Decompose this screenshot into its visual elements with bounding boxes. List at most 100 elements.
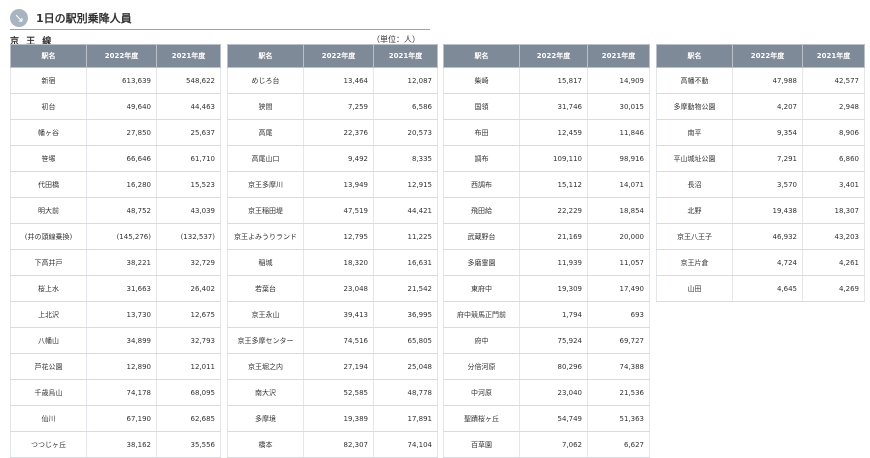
- ridership-2021: 2,948: [802, 93, 865, 120]
- ridership-2022: 13,949: [303, 171, 374, 198]
- station-name: 平山城址公園: [656, 145, 733, 172]
- table-row: 南平 9,354 8,906: [656, 119, 865, 146]
- arrow-down-right-icon: ↘: [10, 9, 28, 27]
- ridership-2021: 8,335: [373, 145, 438, 172]
- ridership-2021: 12,087: [373, 67, 438, 94]
- table-row: 八幡山 34,899 32,793: [10, 327, 221, 354]
- station-name: 仙川: [10, 405, 87, 432]
- table-row: 山田 4,645 4,269: [656, 275, 865, 302]
- ridership-2021: 11,225: [373, 223, 438, 250]
- ridership-2021: 3,401: [802, 171, 865, 198]
- ridership-2022: 80,296: [519, 353, 588, 380]
- ridership-2022: 74,516: [303, 327, 374, 354]
- station-name: 京王多摩川: [227, 171, 304, 198]
- station-name: 京王片倉: [656, 249, 733, 276]
- column-header: 2022年度: [303, 44, 374, 68]
- ridership-2022: 9,354: [732, 119, 803, 146]
- station-name: 百草園: [443, 431, 520, 458]
- station-name: 高尾山口: [227, 145, 304, 172]
- table-row: 京王堀之内 27,194 25,048: [227, 353, 438, 380]
- station-name: 布田: [443, 119, 520, 146]
- station-name: 稲城: [227, 249, 304, 276]
- station-name: 京王永山: [227, 301, 304, 328]
- ridership-2021: 18,307: [802, 197, 865, 224]
- table-row: 平山城址公園 7,291 6,860: [656, 145, 865, 172]
- ridership-2021: 35,556: [156, 431, 221, 458]
- table-row: 芦花公園 12,890 12,011: [10, 353, 221, 380]
- station-name: 多摩境: [227, 405, 304, 432]
- column-header: 2021年度: [802, 44, 865, 68]
- column-header: 駅名: [656, 44, 733, 68]
- ridership-2021: 14,909: [587, 67, 650, 94]
- ridership-2022: 12,459: [519, 119, 588, 146]
- ridership-2022: 27,850: [86, 119, 157, 146]
- ridership-2021: 20,000: [587, 223, 650, 250]
- station-name: 高幡不動: [656, 67, 733, 94]
- ridership-2021: 32,793: [156, 327, 221, 354]
- station-name: 京王稲田堤: [227, 197, 304, 224]
- table-row: 多磨霊園 11,939 11,057: [443, 249, 650, 276]
- station-name: 多摩動物公園: [656, 93, 733, 120]
- ridership-2021: 8,906: [802, 119, 865, 146]
- table-row: 橋本 82,307 74,104: [227, 431, 438, 458]
- ridership-2021: 11,057: [587, 249, 650, 276]
- station-name: 八幡山: [10, 327, 87, 354]
- ridership-2022: 75,924: [519, 327, 588, 354]
- ridership-2021: 12,675: [156, 301, 221, 328]
- ridership-2022: 34,899: [86, 327, 157, 354]
- ridership-2022: 27,194: [303, 353, 374, 380]
- ridership-2022: 9,492: [303, 145, 374, 172]
- table-row: つつじヶ丘 38,162 35,556: [10, 431, 221, 458]
- ridership-2022: 19,389: [303, 405, 374, 432]
- table-row: 新宿 613,639 548,622: [10, 67, 221, 94]
- ridership-2021: 16,631: [373, 249, 438, 276]
- table-row: 京王永山 39,413 36,995: [227, 301, 438, 328]
- ridership-table-1: 駅名 2022年度 2021年度 新宿 613,639 548,622 初台 49,640 44…: [10, 44, 221, 458]
- column-header: 2021年度: [156, 44, 221, 68]
- header-divider: [10, 29, 430, 30]
- station-name: 東府中: [443, 275, 520, 302]
- ridership-2021: 43,039: [156, 197, 221, 224]
- ridership-2021: 14,071: [587, 171, 650, 198]
- ridership-2022: 31,746: [519, 93, 588, 120]
- table-row: 千歳烏山 74,178 68,095: [10, 379, 221, 406]
- table-row: 京王多摩センター 74,516 65,805: [227, 327, 438, 354]
- ridership-2022: 38,162: [86, 431, 157, 458]
- ridership-table-3: 駅名 2022年度 2021年度 柴崎 15,817 14,909 国領 31,746 30,0…: [443, 44, 650, 458]
- station-name: 京王よみうりランド: [227, 223, 304, 250]
- ridership-2022: 1,794: [519, 301, 588, 328]
- page-title: 1日の駅別乗降人員: [36, 12, 132, 25]
- station-name: 橋本: [227, 431, 304, 458]
- ridership-2022: 48,752: [86, 197, 157, 224]
- ridership-2022: 18,320: [303, 249, 374, 276]
- station-name: 南平: [656, 119, 733, 146]
- ridership-2022: 47,988: [732, 67, 803, 94]
- ridership-2022: (145,276): [86, 223, 157, 250]
- station-name: 京王堀之内: [227, 353, 304, 380]
- ridership-2022: 109,110: [519, 145, 588, 172]
- station-name: 飛田給: [443, 197, 520, 224]
- ridership-2022: 13,464: [303, 67, 374, 94]
- station-name: 幡ヶ谷: [10, 119, 87, 146]
- ridership-2022: 7,259: [303, 93, 374, 120]
- ridership-2022: 4,724: [732, 249, 803, 276]
- ridership-2021: 17,490: [587, 275, 650, 302]
- table-row: 下高井戸 38,221 32,729: [10, 249, 221, 276]
- ridership-2022: 12,795: [303, 223, 374, 250]
- table-row: 多摩境 19,389 17,891: [227, 405, 438, 432]
- column-header: 2022年度: [732, 44, 803, 68]
- table-row: 柴崎 15,817 14,909: [443, 67, 650, 94]
- station-name: 南大沢: [227, 379, 304, 406]
- ridership-2021: 48,778: [373, 379, 438, 406]
- ridership-2022: 7,291: [732, 145, 803, 172]
- ridership-2022: 19,309: [519, 275, 588, 302]
- ridership-2021: 4,269: [802, 275, 865, 302]
- ridership-2022: 47,519: [303, 197, 374, 224]
- ridership-2022: 4,645: [732, 275, 803, 302]
- table-row: 分倍河原 80,296 74,388: [443, 353, 650, 380]
- ridership-2022: 613,639: [86, 67, 157, 94]
- station-name: 府中競馬正門前: [443, 301, 520, 328]
- table-row: 京王稲田堤 47,519 44,421: [227, 197, 438, 224]
- ridership-2021: 6,860: [802, 145, 865, 172]
- table-row: 西調布 15,112 14,071: [443, 171, 650, 198]
